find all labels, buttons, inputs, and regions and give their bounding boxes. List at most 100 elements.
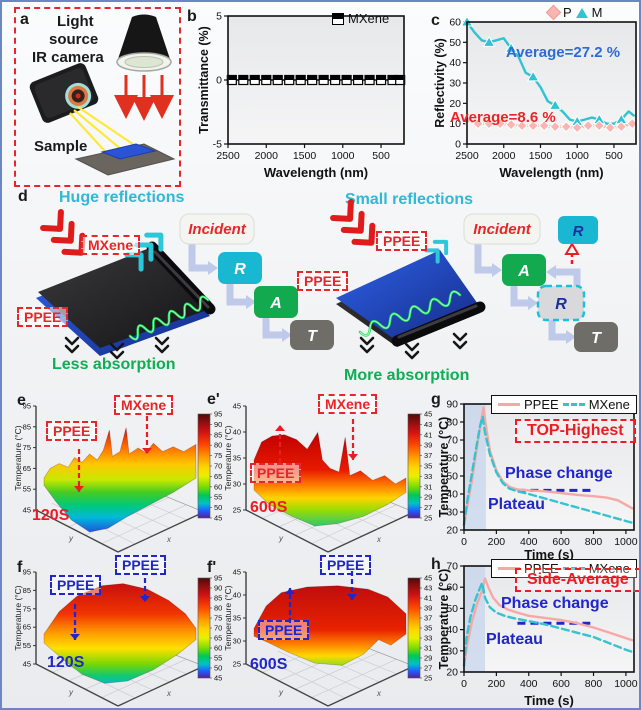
svg-text:35: 35	[424, 624, 432, 633]
svg-text:29: 29	[424, 654, 432, 663]
legend-g: PPEE MXene	[491, 395, 637, 414]
svg-text:1000: 1000	[331, 150, 355, 162]
legend-g-ppee: PPEE	[524, 397, 559, 412]
annotation-side-average: Side-Average	[515, 568, 639, 592]
svg-text:50: 50	[214, 664, 222, 673]
legend-c-p-label: P	[563, 5, 572, 20]
svg-text:37: 37	[424, 614, 432, 623]
svg-text:65: 65	[214, 472, 222, 481]
svg-text:10: 10	[449, 118, 461, 130]
surface-f2-time: 600S	[250, 656, 288, 673]
label-source: source	[49, 31, 99, 48]
sample-slab	[74, 143, 176, 176]
svg-text:20: 20	[449, 98, 461, 110]
legend-b: MXene	[332, 11, 389, 26]
panel-letter-e2: e'	[207, 391, 220, 408]
caption-less-absorption: Less absorption	[52, 356, 176, 373]
panel-letter-a: a	[20, 11, 29, 28]
photothermal-wave-highlight	[359, 291, 461, 336]
annotation-average-p: Average=8.6 %	[450, 109, 556, 126]
surface-f-ppee-box2: PPEE	[115, 555, 167, 575]
ir-beams	[114, 75, 174, 121]
svg-text:37: 37	[424, 451, 432, 460]
surface-f-ppee-box1: PPEE	[50, 575, 102, 595]
svg-text:75: 75	[214, 614, 222, 623]
svg-text:1000: 1000	[614, 678, 638, 690]
svg-text:80: 80	[446, 417, 458, 429]
svg-text:45: 45	[233, 568, 241, 577]
chevron-arrows	[64, 336, 80, 354]
svg-text:35: 35	[233, 454, 241, 463]
svg-text:55: 55	[214, 654, 222, 663]
svg-text:70: 70	[214, 624, 222, 633]
chevron-arrows	[452, 332, 468, 350]
panel-letter-c: c	[431, 12, 440, 29]
svg-text:Time (s): Time (s)	[524, 693, 574, 708]
svg-text:85: 85	[23, 586, 31, 595]
chevron-arrows	[404, 342, 420, 360]
chevron-arrows	[154, 336, 170, 354]
svg-text:27: 27	[424, 664, 432, 673]
svg-text:1000: 1000	[566, 150, 590, 162]
svg-text:400: 400	[520, 678, 538, 690]
panel-letter-f2: f'	[207, 559, 217, 576]
svg-text:95: 95	[214, 410, 222, 419]
svg-text:25: 25	[424, 674, 432, 683]
svg-text:40: 40	[233, 428, 241, 437]
flow2-t-label: T	[591, 330, 602, 347]
annotation-average-m: Average=27.2 %	[506, 44, 621, 61]
label-ppee-left-box: PPEE	[17, 307, 69, 327]
sheet-mxene-on-ppee	[36, 241, 216, 356]
svg-text:31: 31	[424, 644, 432, 653]
svg-text:31: 31	[424, 482, 432, 491]
svg-text:y: y	[68, 534, 74, 543]
svg-text:41: 41	[424, 594, 432, 603]
chart-h-side-average: 0 200 400 600 800 1000 20 30 40 50 60 70 Time (s) Tem…	[438, 561, 638, 709]
svg-text:-5: -5	[213, 139, 222, 151]
flow1-incident-label: Incident	[188, 221, 247, 238]
chevron-arrows	[109, 342, 125, 360]
flow2-r-top-label: R	[573, 223, 584, 240]
annotation-g-plateau: Plateau	[488, 496, 545, 513]
svg-text:75: 75	[23, 604, 31, 613]
svg-text:43: 43	[424, 584, 432, 593]
svg-text:45: 45	[424, 410, 432, 419]
svg-text:0: 0	[461, 536, 467, 548]
svg-text:500: 500	[372, 150, 390, 162]
svg-text:43: 43	[424, 420, 432, 429]
caption-more-absorption: More absorption	[344, 367, 470, 384]
chevron-arrows	[359, 336, 375, 354]
svg-text:33: 33	[424, 634, 432, 643]
flow-diagram-left: Incident R A T	[179, 213, 334, 350]
label-ir-camera: IR camera	[32, 49, 104, 66]
svg-text:85: 85	[214, 430, 222, 439]
svg-text:33: 33	[424, 472, 432, 481]
label-sample: Sample	[34, 138, 88, 155]
panel-letter-g: g	[431, 391, 441, 408]
svg-text:0: 0	[216, 75, 222, 87]
heading-small-reflections: Small reflections	[345, 191, 474, 208]
panel-letter-d: d	[18, 188, 28, 205]
svg-text:30: 30	[446, 645, 458, 657]
svg-text:45: 45	[233, 402, 241, 411]
svg-text:40: 40	[233, 591, 241, 600]
panel-letter-f: f	[17, 559, 23, 576]
svg-text:60: 60	[214, 482, 222, 491]
svg-text:30: 30	[233, 637, 241, 646]
label-light: Light	[57, 13, 94, 30]
svg-text:40: 40	[446, 624, 458, 636]
svg-text:55: 55	[23, 641, 31, 650]
chevron-arrows	[424, 239, 449, 264]
surface-e2-time: 600S	[250, 499, 288, 516]
lamp-icon	[116, 14, 172, 72]
svg-text:75: 75	[23, 443, 31, 452]
p-marker-icon	[545, 4, 562, 21]
svg-text:45: 45	[214, 514, 222, 523]
flow2-incident-label: Incident	[473, 221, 532, 238]
svg-text:50: 50	[446, 471, 458, 483]
chevron-arrows	[330, 198, 376, 246]
svg-text:90: 90	[446, 399, 458, 411]
svg-text:20: 20	[446, 525, 458, 537]
